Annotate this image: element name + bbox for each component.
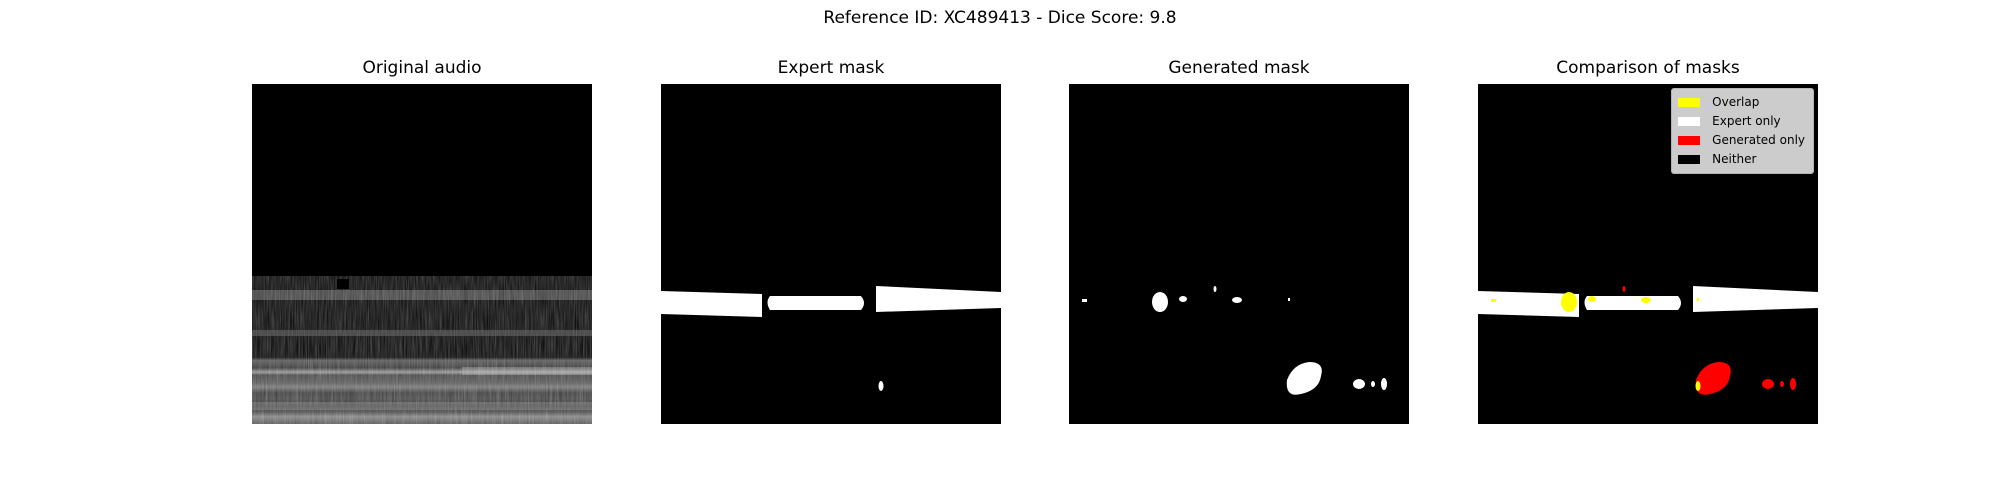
legend-swatch-expert-only [1678,117,1701,126]
legend-item-expert-only: Expert only [1678,112,1805,131]
legend-swatch-neither [1678,155,1701,164]
spectrogram-image [252,84,592,424]
legend-swatch-overlap [1678,98,1701,107]
panel-title-original-audio: Original audio [362,58,482,78]
legend-item-neither: Neither [1678,150,1805,169]
legend-item-overlap: Overlap [1678,93,1805,112]
comparison-mask-image: Overlap Expert only Generated only Neith… [1478,84,1818,424]
legend-label-overlap: Overlap [1712,95,1760,109]
expert-mask-svg [661,84,1001,424]
legend-label-generated-only: Generated only [1712,133,1805,147]
figure-title: Reference ID: XC489413 - Dice Score: 9.8 [823,8,1177,28]
panel-title-expert-mask: Expert mask [777,58,885,78]
panel-title-generated-mask: Generated mask [1168,58,1310,78]
legend-item-generated-only: Generated only [1678,131,1805,150]
generated-mask-svg [1069,84,1409,424]
expert-mask-image [661,84,1001,424]
legend-label-neither: Neither [1712,152,1757,166]
panel-title-comparison: Comparison of masks [1556,58,1740,78]
legend-swatch-generated-only [1678,136,1701,145]
legend-label-expert-only: Expert only [1712,114,1781,128]
spectrogram-svg [252,84,592,424]
legend: Overlap Expert only Generated only Neith… [1671,88,1814,174]
generated-mask-image [1069,84,1409,424]
